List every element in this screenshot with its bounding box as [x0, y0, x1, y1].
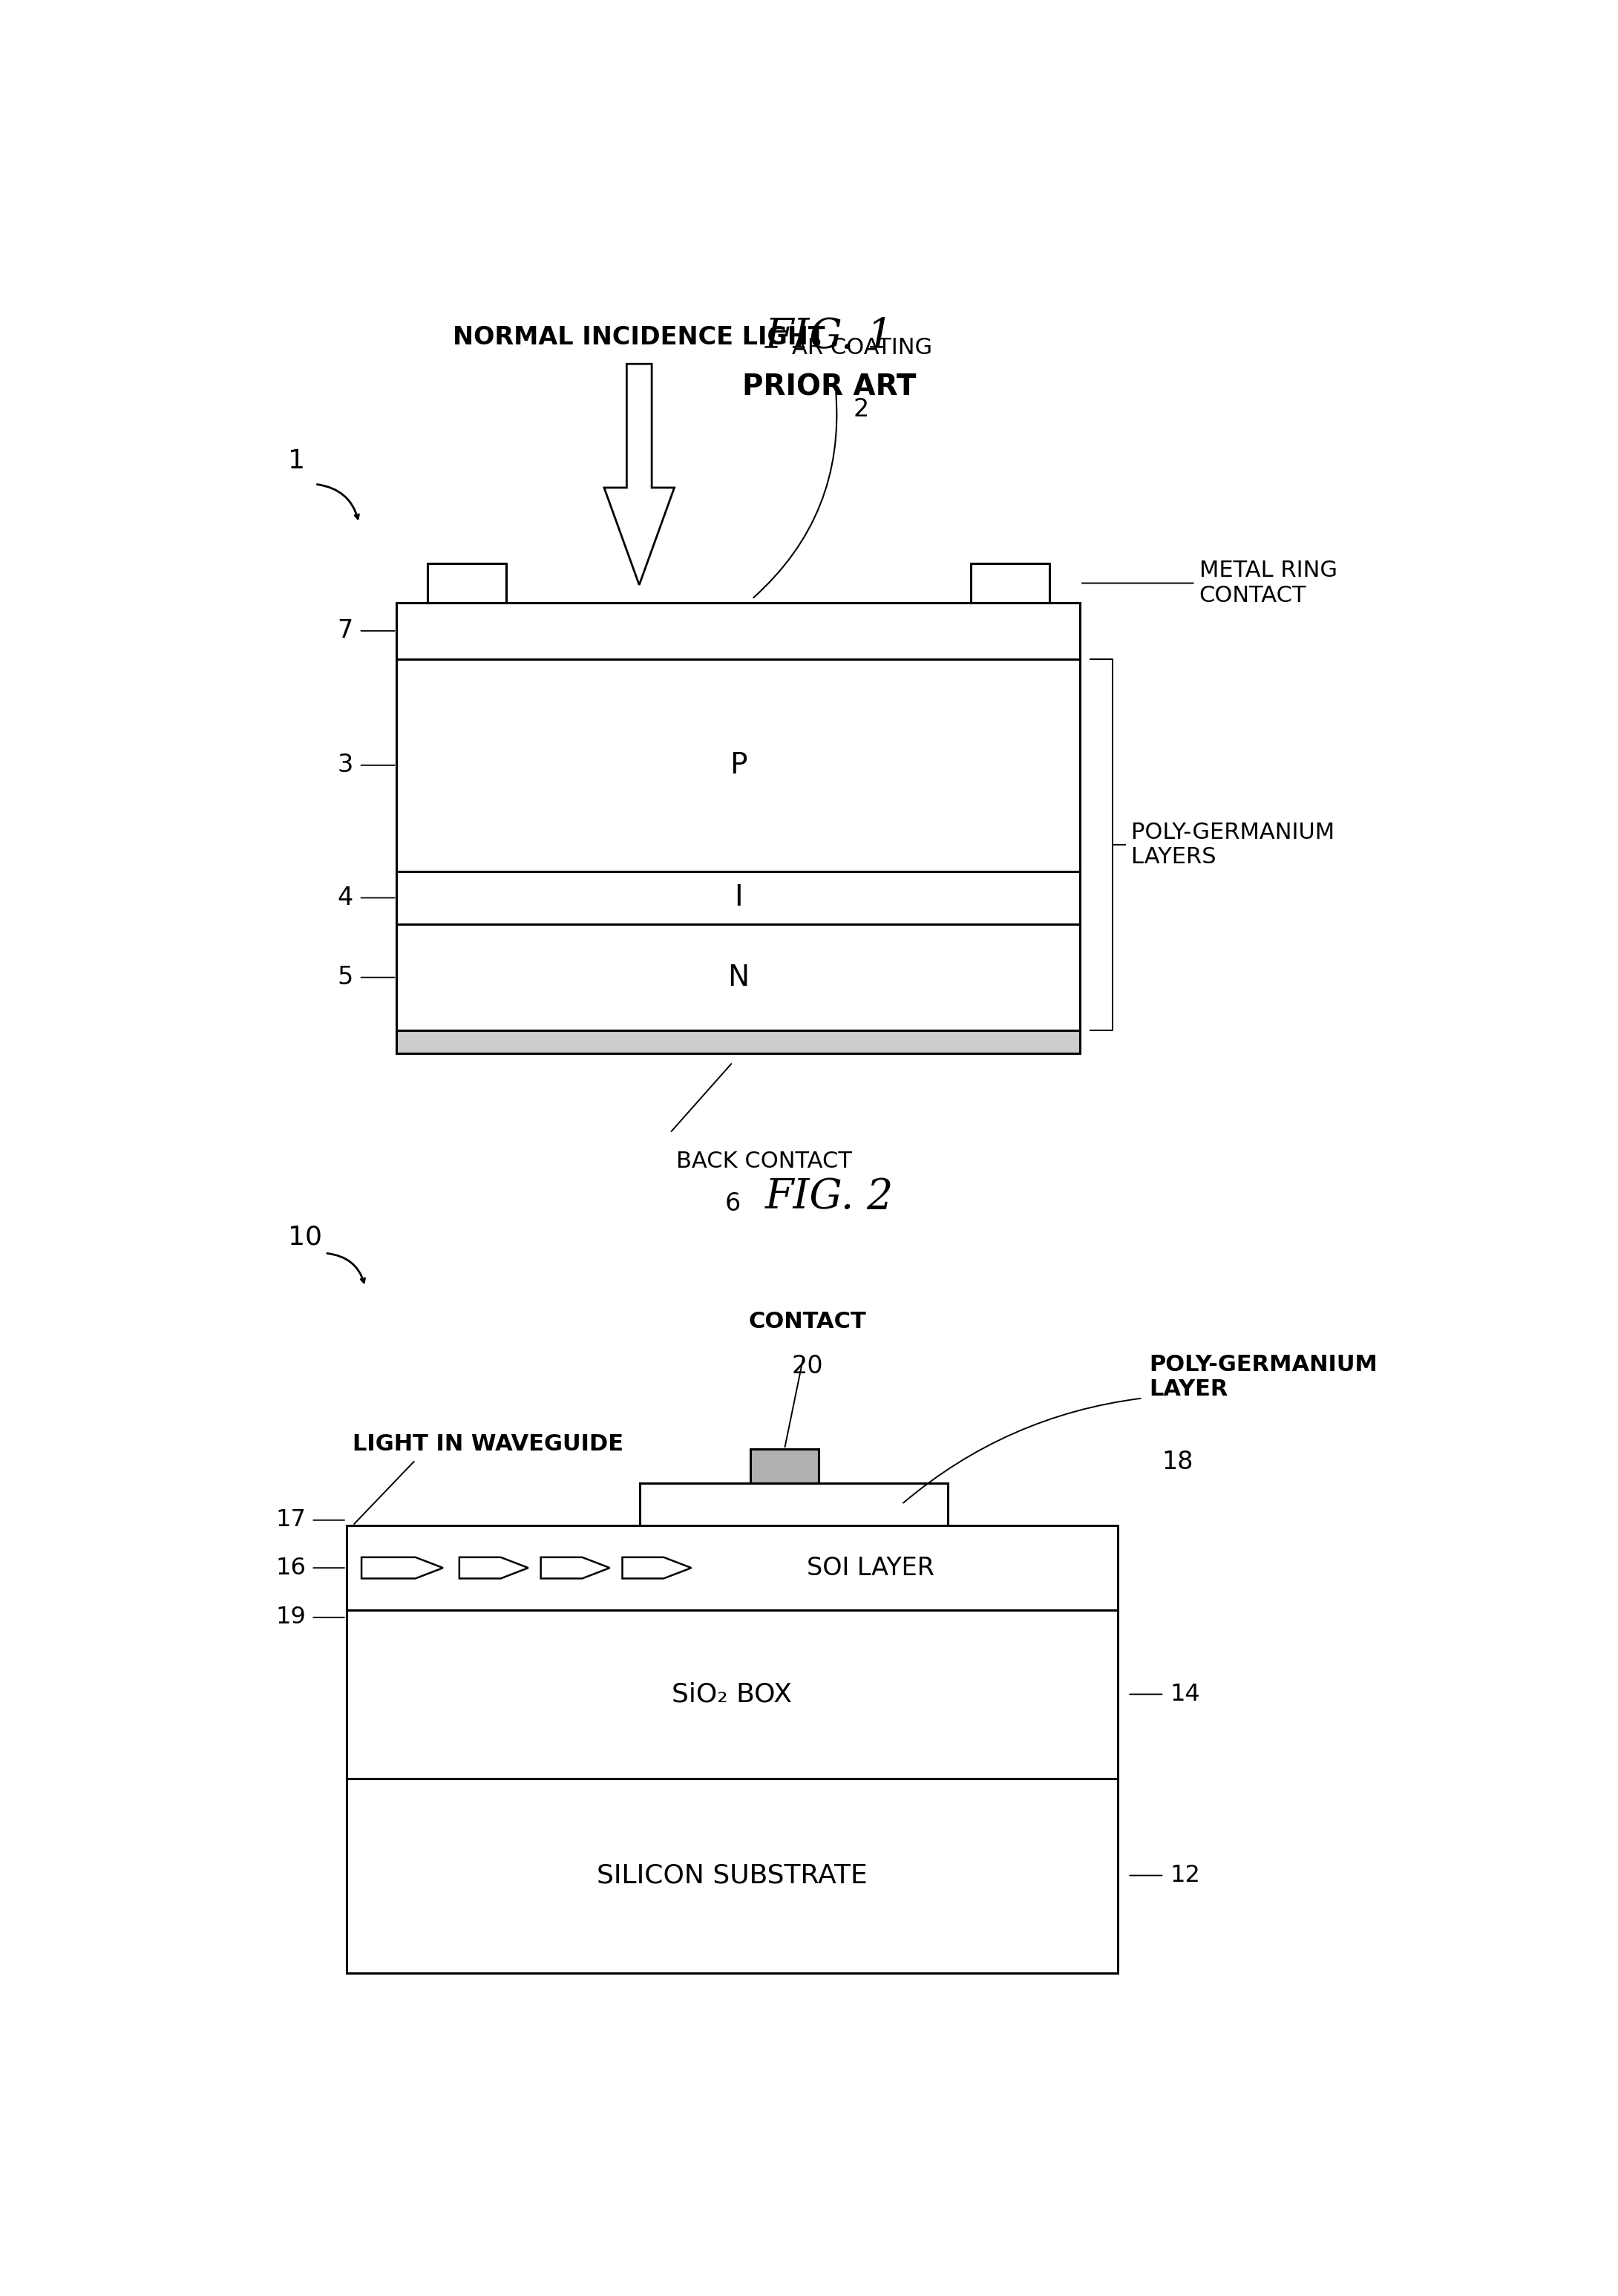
Text: POLY-GERMANIUM
LAYER: POLY-GERMANIUM LAYER [1149, 1355, 1377, 1401]
Text: SOI LAYER: SOI LAYER [807, 1557, 935, 1580]
Text: PRIOR ART: PRIOR ART [743, 372, 916, 402]
Text: 10: 10 [288, 1224, 322, 1249]
Text: METAL RING
CONTACT: METAL RING CONTACT [1199, 560, 1336, 606]
Bar [396, 602, 1081, 659]
Text: FIG. 1: FIG. 1 [765, 317, 893, 356]
Text: NORMAL INCIDENCE LIGHT: NORMAL INCIDENCE LIGHT [453, 326, 825, 349]
Text: 17: 17 [277, 1508, 306, 1531]
Text: 14: 14 [1170, 1683, 1201, 1706]
Bar [396, 1031, 1081, 1054]
Text: CONTACT: CONTACT [748, 1311, 866, 1332]
Text: 18: 18 [1162, 1449, 1192, 1474]
Text: 3: 3 [337, 753, 353, 778]
Text: BACK CONTACT: BACK CONTACT [676, 1150, 853, 1173]
Text: 4: 4 [337, 886, 353, 909]
Bar [751, 1449, 819, 1483]
Polygon shape [361, 1557, 443, 1577]
Text: N: N [728, 964, 749, 992]
Bar [346, 1777, 1118, 1972]
Text: SiO₂ BOX: SiO₂ BOX [671, 1681, 793, 1706]
Text: LIGHT IN WAVEGUIDE: LIGHT IN WAVEGUIDE [353, 1433, 623, 1456]
Text: SILICON SUBSTRATE: SILICON SUBSTRATE [597, 1862, 867, 1887]
Text: 5: 5 [337, 964, 353, 990]
Polygon shape [623, 1557, 691, 1577]
Text: 6: 6 [725, 1192, 741, 1217]
Bar [346, 1525, 1118, 1609]
Bar [396, 925, 1081, 1031]
Text: 20: 20 [791, 1355, 824, 1378]
Bar [396, 870, 1081, 925]
Bar [427, 565, 506, 602]
Text: POLY-GERMANIUM
LAYERS: POLY-GERMANIUM LAYERS [1131, 822, 1335, 868]
Polygon shape [604, 363, 675, 585]
Text: AR COATING: AR COATING [791, 338, 932, 358]
Bar [396, 659, 1081, 870]
Text: 16: 16 [277, 1557, 306, 1580]
Bar [639, 1483, 948, 1525]
Bar [346, 1609, 1118, 1777]
Text: 19: 19 [277, 1605, 306, 1628]
Text: 12: 12 [1170, 1864, 1201, 1887]
Bar [971, 565, 1048, 602]
Polygon shape [460, 1557, 527, 1577]
Text: 1: 1 [288, 448, 304, 473]
Polygon shape [540, 1557, 610, 1577]
Text: 7: 7 [337, 618, 353, 643]
Text: P: P [730, 751, 748, 778]
Text: 2: 2 [853, 397, 869, 422]
Text: I: I [735, 884, 743, 912]
Text: FIG. 2: FIG. 2 [765, 1178, 893, 1217]
